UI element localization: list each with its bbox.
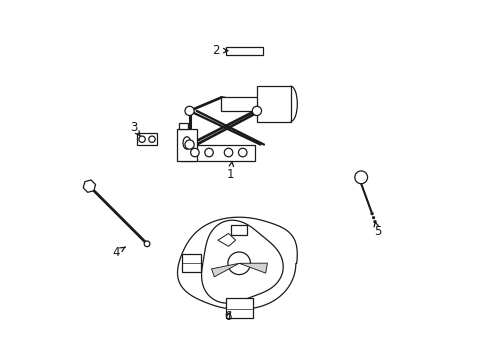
Polygon shape (211, 263, 239, 277)
Bar (179, 123, 187, 129)
Polygon shape (83, 180, 95, 192)
Bar (182, 255, 201, 272)
Circle shape (190, 148, 199, 157)
Text: 5: 5 (373, 222, 380, 238)
Bar (225, 298, 252, 318)
Circle shape (224, 148, 232, 157)
Text: 3: 3 (130, 121, 140, 136)
Polygon shape (239, 263, 267, 273)
Bar (177, 129, 196, 161)
Circle shape (139, 136, 145, 143)
Circle shape (204, 148, 213, 157)
Circle shape (184, 106, 194, 116)
Text: 6: 6 (224, 310, 231, 323)
Circle shape (370, 212, 373, 215)
Text: 1: 1 (226, 162, 234, 181)
Text: 4: 4 (112, 246, 125, 259)
Polygon shape (177, 217, 297, 309)
Polygon shape (218, 234, 235, 246)
Circle shape (371, 216, 374, 219)
Circle shape (227, 252, 250, 275)
Bar (221, 98, 258, 111)
Circle shape (184, 140, 194, 149)
Bar (137, 133, 157, 145)
Circle shape (238, 148, 246, 157)
Bar (181, 145, 255, 161)
Text: 2: 2 (212, 44, 227, 57)
Circle shape (373, 220, 376, 223)
Circle shape (252, 106, 261, 116)
Bar (256, 86, 290, 122)
Circle shape (148, 136, 155, 143)
Polygon shape (201, 220, 283, 303)
Ellipse shape (183, 137, 190, 149)
Circle shape (354, 171, 367, 184)
Circle shape (144, 241, 149, 247)
Bar (231, 225, 246, 235)
Bar (225, 47, 263, 54)
